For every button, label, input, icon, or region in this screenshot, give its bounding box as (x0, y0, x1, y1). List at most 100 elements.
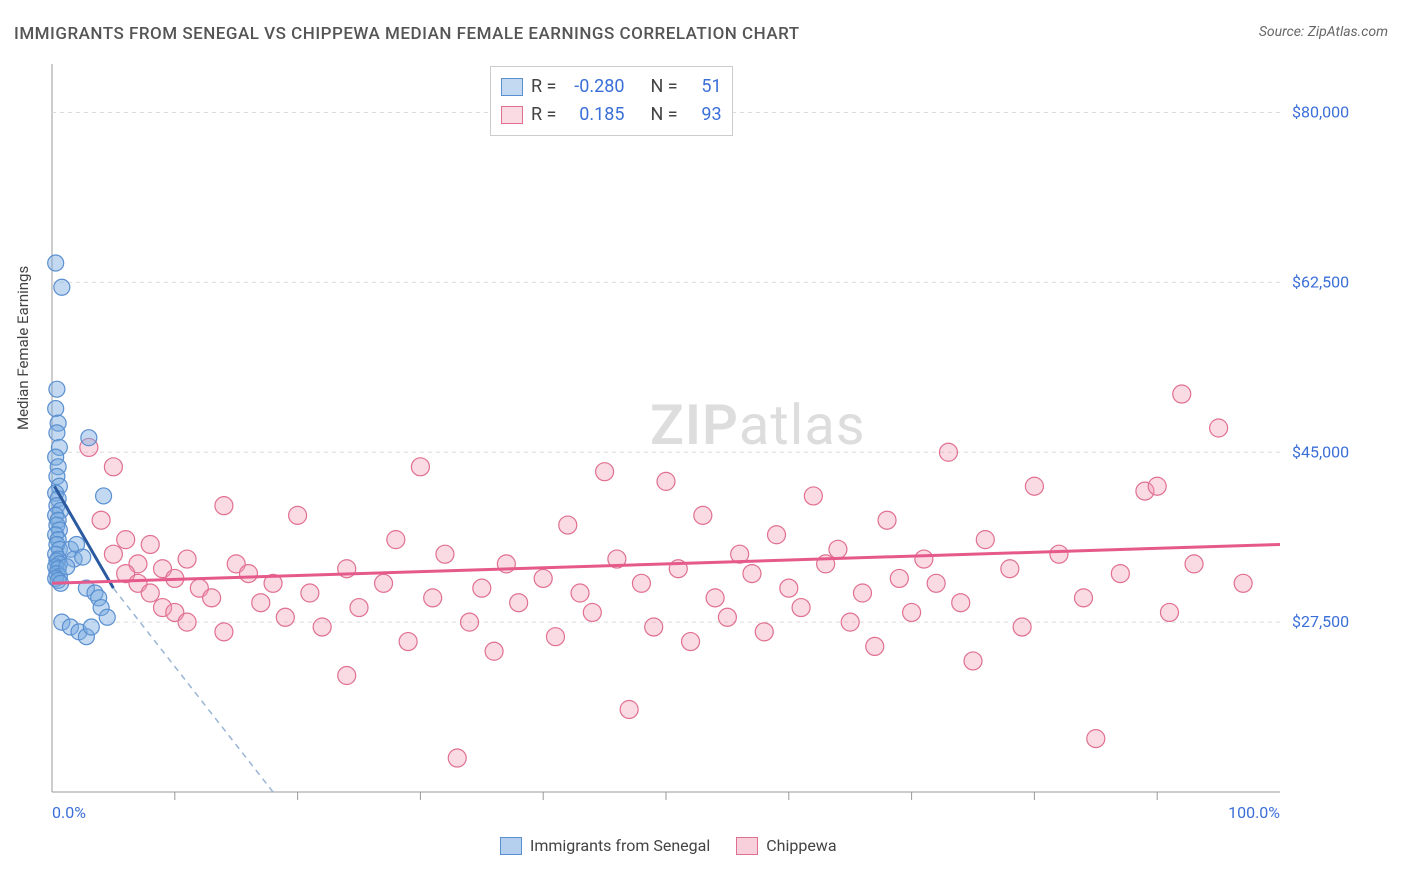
data-point (424, 589, 442, 607)
n-label: N = (650, 101, 677, 129)
source-attribution: Source: ZipAtlas.com (1259, 24, 1388, 40)
data-point (952, 594, 970, 612)
data-point (473, 579, 491, 597)
data-point (485, 642, 503, 660)
data-point (141, 584, 159, 602)
data-point (1075, 589, 1093, 607)
data-point (1173, 385, 1191, 403)
source-name: ZipAtlas.com (1308, 24, 1388, 40)
chart-plot-area: $27,500$45,000$62,500$80,0000.0%100.0% Z… (50, 62, 1370, 822)
y-tick-label: $45,000 (1292, 442, 1349, 461)
y-tick-label: $27,500 (1292, 612, 1349, 631)
legend-swatch (500, 837, 522, 855)
data-point (301, 584, 319, 602)
n-label: N = (650, 73, 677, 101)
x-tick-label: 100.0% (1228, 803, 1280, 822)
n-value-senegal: 51 (686, 73, 722, 101)
data-point (1013, 618, 1031, 636)
data-point (461, 613, 479, 631)
data-point (252, 594, 270, 612)
data-point (632, 574, 650, 592)
legend-label: Chippewa (766, 836, 836, 855)
data-point (375, 574, 393, 592)
data-point (96, 488, 112, 504)
data-point (645, 618, 663, 636)
data-point (276, 608, 294, 626)
data-point (1001, 560, 1019, 578)
data-point (338, 667, 356, 685)
r-label: R = (531, 73, 556, 101)
data-point (83, 619, 99, 635)
data-point (1025, 477, 1043, 495)
data-point (1234, 574, 1252, 592)
bottom-legend: Immigrants from Senegal Chippewa (500, 836, 837, 855)
data-point (583, 603, 601, 621)
data-point (866, 637, 884, 655)
data-point (49, 425, 65, 441)
r-value-chippewa: 0.185 (564, 101, 624, 129)
data-point (289, 506, 307, 524)
data-point (81, 430, 97, 446)
swatch-chippewa (501, 106, 523, 124)
data-point (59, 559, 75, 575)
data-point (313, 618, 331, 636)
data-point (215, 623, 233, 641)
data-point (1148, 477, 1166, 495)
data-point (792, 599, 810, 617)
data-point (939, 443, 957, 461)
data-point (75, 549, 91, 565)
data-point (743, 565, 761, 583)
stats-row-chippewa: R = 0.185 N = 93 (501, 101, 722, 129)
data-point (694, 506, 712, 524)
legend-item: Chippewa (736, 836, 836, 855)
data-point (976, 531, 994, 549)
chart-title: IMMIGRANTS FROM SENEGAL VS CHIPPEWA MEDI… (14, 24, 800, 44)
data-point (780, 579, 798, 597)
data-point (436, 545, 454, 563)
data-point (1050, 545, 1068, 563)
data-point (1185, 555, 1203, 573)
data-point (534, 569, 552, 587)
data-point (92, 511, 110, 529)
data-point (49, 381, 65, 397)
source-label: Source: (1259, 24, 1308, 40)
data-point (890, 569, 908, 587)
data-point (1111, 565, 1129, 583)
data-point (706, 589, 724, 607)
data-point (117, 531, 135, 549)
data-point (104, 458, 122, 476)
data-point (657, 472, 675, 490)
data-point (546, 628, 564, 646)
data-point (99, 609, 115, 625)
data-point (915, 550, 933, 568)
x-tick-label: 0.0% (52, 803, 86, 822)
legend-label: Immigrants from Senegal (530, 836, 710, 855)
data-point (927, 574, 945, 592)
data-point (178, 613, 196, 631)
data-point (829, 540, 847, 558)
data-point (903, 603, 921, 621)
data-point (399, 633, 417, 651)
data-point (48, 255, 64, 271)
data-point (411, 458, 429, 476)
data-point (571, 584, 589, 602)
data-point (48, 401, 64, 417)
data-point (964, 652, 982, 670)
data-point (1210, 419, 1228, 437)
y-tick-label: $80,000 (1292, 103, 1349, 122)
data-point (510, 594, 528, 612)
correlation-stats-box: R = -0.280 N = 51 R = 0.185 N = 93 (490, 66, 733, 136)
data-point (853, 584, 871, 602)
data-point (448, 749, 466, 767)
data-point (239, 565, 257, 583)
r-label: R = (531, 101, 556, 129)
data-point (1160, 603, 1178, 621)
data-point (215, 497, 233, 515)
n-value-chippewa: 93 (686, 101, 722, 129)
data-point (804, 487, 822, 505)
data-point (682, 633, 700, 651)
data-point (559, 516, 577, 534)
stats-row-senegal: R = -0.280 N = 51 (501, 73, 722, 101)
data-point (755, 623, 773, 641)
data-point (178, 550, 196, 568)
